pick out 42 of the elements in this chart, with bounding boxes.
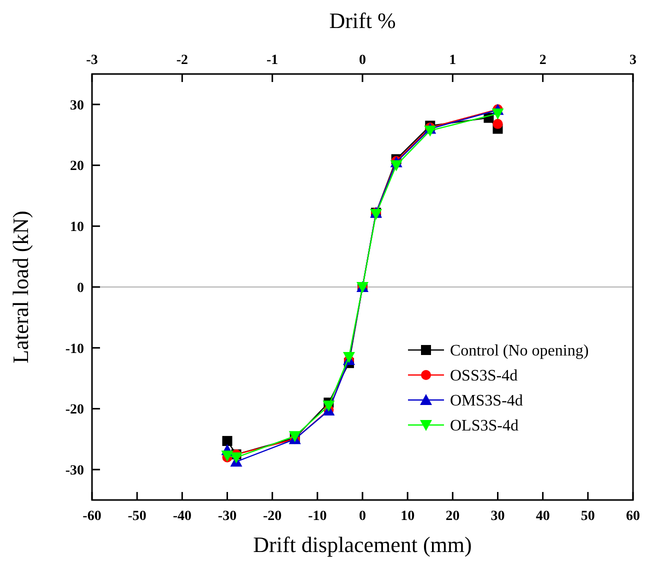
x2-tick-label: 0 <box>359 53 366 68</box>
x-tick-label: -50 <box>128 509 146 524</box>
point <box>342 352 355 363</box>
legend-label: Control (No opening) <box>450 342 589 360</box>
x2-tick-label: -2 <box>176 53 188 68</box>
x-tick-label: 10 <box>400 509 415 524</box>
x2-tick-label: 1 <box>449 53 456 68</box>
point <box>390 160 402 172</box>
x2-tick-label: -3 <box>86 53 98 68</box>
y-tick-label: 20 <box>70 159 84 174</box>
y-axis-title: Lateral load (kN) <box>8 210 33 364</box>
legend-label: OMS3S-4d <box>450 392 523 410</box>
y-tick-label: 30 <box>70 98 84 114</box>
x-tick-label: 30 <box>490 509 505 524</box>
x-tick-label: -60 <box>82 509 102 524</box>
x2-tick-label: 2 <box>539 53 546 68</box>
legend-label: OSS3S-4d <box>450 368 518 385</box>
y-tick-label: 10 <box>70 220 84 236</box>
x2-tick-label: 3 <box>630 53 636 68</box>
x-tick-label: 40 <box>536 509 550 524</box>
point <box>492 118 503 129</box>
x-tick-label: -30 <box>218 509 237 524</box>
point <box>322 400 335 412</box>
point <box>492 108 504 120</box>
x-tick-label: -40 <box>172 509 192 524</box>
point <box>230 452 242 464</box>
y-tick-label: -20 <box>65 402 84 418</box>
y-tick-label: 0 <box>77 280 84 296</box>
x-tick-label: -10 <box>308 509 327 524</box>
x-tick-label: 0 <box>359 509 366 524</box>
y-tick-label: -10 <box>65 342 84 357</box>
y-tick-label: -30 <box>65 463 84 478</box>
x-tick-label: 60 <box>626 509 640 524</box>
x-tick-label: 20 <box>446 509 460 524</box>
x-tick-label: 50 <box>580 509 595 524</box>
x2-tick-label: -1 <box>266 53 278 68</box>
x-tick-label: -20 <box>262 509 282 524</box>
x-axis-title: Drift displacement (mm) <box>253 532 472 557</box>
x2-axis-title: Drift % <box>329 8 396 33</box>
point <box>424 126 436 137</box>
legend-label: OLS3S-4d <box>450 418 518 435</box>
point <box>222 436 232 446</box>
